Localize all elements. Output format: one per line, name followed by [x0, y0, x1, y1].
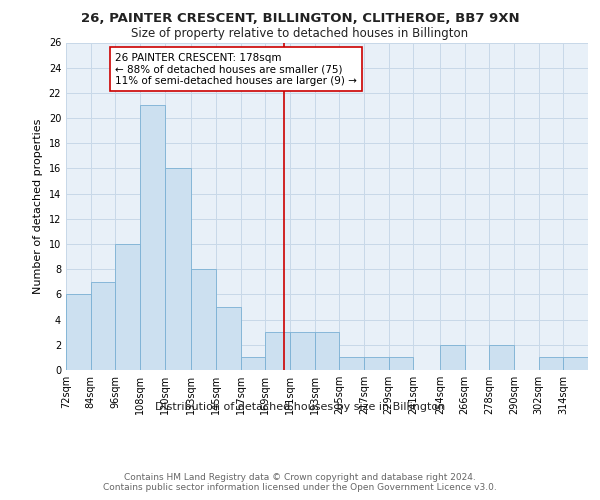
Bar	[66, 294, 91, 370]
Bar	[265, 332, 290, 370]
Bar	[563, 358, 588, 370]
Bar	[389, 358, 413, 370]
Bar	[91, 282, 115, 370]
Bar	[290, 332, 314, 370]
Bar	[191, 269, 216, 370]
Bar	[115, 244, 140, 370]
Y-axis label: Number of detached properties: Number of detached properties	[33, 118, 43, 294]
Text: Size of property relative to detached houses in Billington: Size of property relative to detached ho…	[131, 28, 469, 40]
Bar	[216, 307, 241, 370]
Text: Distribution of detached houses by size in Billington: Distribution of detached houses by size …	[155, 402, 445, 412]
Bar	[140, 106, 164, 370]
Bar	[314, 332, 340, 370]
Bar	[539, 358, 563, 370]
Text: Contains HM Land Registry data © Crown copyright and database right 2024.
Contai: Contains HM Land Registry data © Crown c…	[103, 472, 497, 492]
Bar	[241, 358, 265, 370]
Bar	[490, 345, 514, 370]
Text: 26, PAINTER CRESCENT, BILLINGTON, CLITHEROE, BB7 9XN: 26, PAINTER CRESCENT, BILLINGTON, CLITHE…	[80, 12, 520, 26]
Bar	[164, 168, 191, 370]
Text: 26 PAINTER CRESCENT: 178sqm
← 88% of detached houses are smaller (75)
11% of sem: 26 PAINTER CRESCENT: 178sqm ← 88% of det…	[115, 52, 357, 86]
Bar	[440, 345, 464, 370]
Bar	[364, 358, 389, 370]
Bar	[340, 358, 364, 370]
